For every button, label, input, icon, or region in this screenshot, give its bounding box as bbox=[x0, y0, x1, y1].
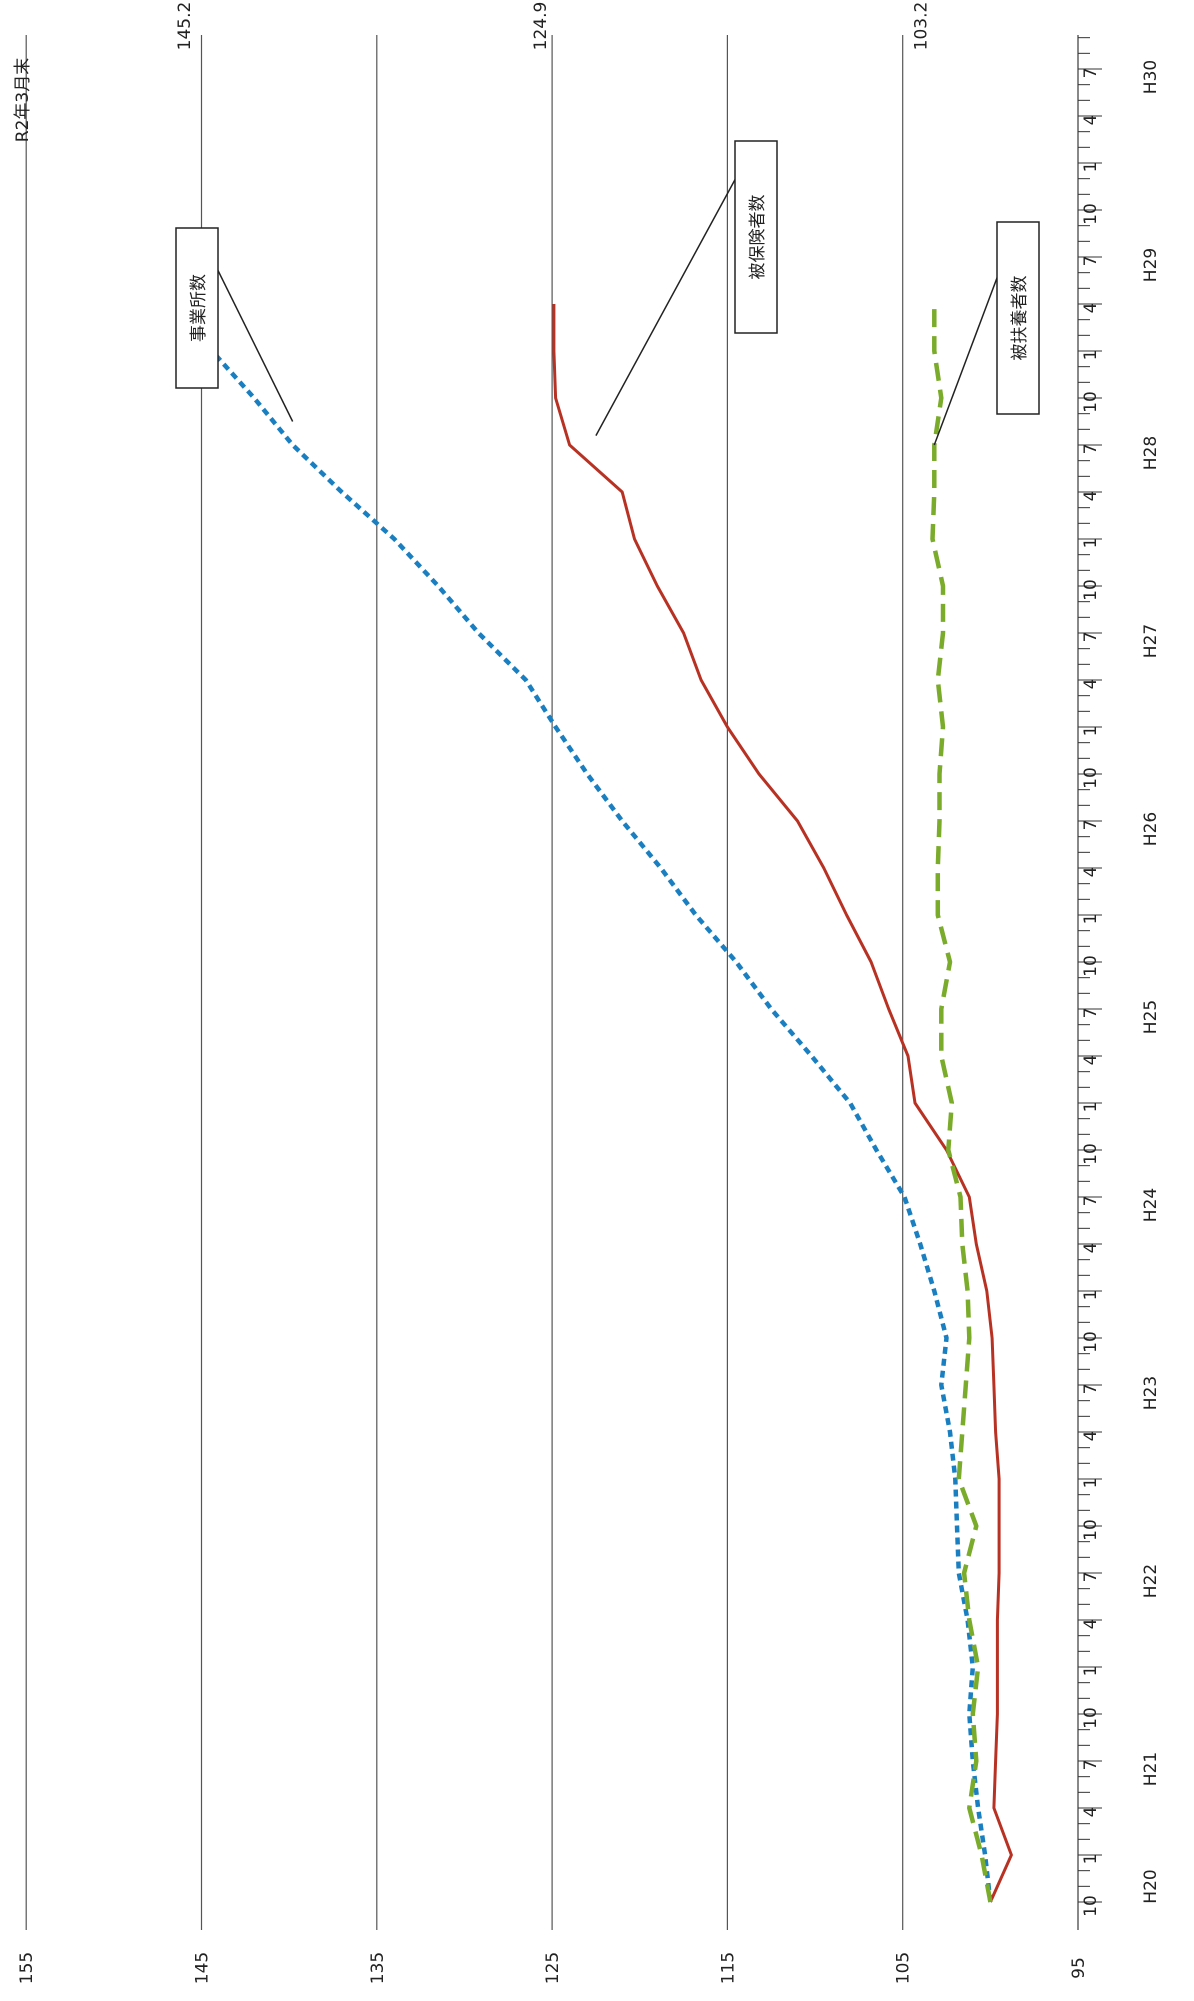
month-label: 7 bbox=[1081, 632, 1101, 643]
month-label: 7 bbox=[1081, 256, 1101, 267]
year-label: H22 bbox=[1141, 1564, 1161, 1598]
month-label: 4 bbox=[1081, 1243, 1101, 1254]
year-label: H24 bbox=[1141, 1188, 1161, 1222]
month-label: 7 bbox=[1081, 1760, 1101, 1771]
month-label: 10 bbox=[1081, 203, 1101, 225]
month-label: 1 bbox=[1081, 1478, 1101, 1489]
series-end-label: 145.2 bbox=[175, 2, 195, 51]
series-callout-label: 被保険者数 bbox=[748, 195, 768, 280]
month-label: 10 bbox=[1081, 579, 1101, 601]
value-tick-label: 105 bbox=[894, 1952, 914, 1984]
month-label: 7 bbox=[1081, 68, 1101, 79]
month-label: 1 bbox=[1081, 914, 1101, 925]
series-callout-label: 事業所数 bbox=[189, 274, 209, 342]
callout-box bbox=[996, 221, 1040, 415]
series-line bbox=[930, 304, 993, 1903]
year-label: H26 bbox=[1141, 812, 1161, 846]
month-label: 4 bbox=[1081, 867, 1101, 878]
callout-box bbox=[734, 140, 778, 334]
month-label: 10 bbox=[1081, 1895, 1101, 1917]
year-label: H28 bbox=[1141, 436, 1161, 470]
month-label: 1 bbox=[1081, 350, 1101, 361]
month-label: 10 bbox=[1081, 955, 1101, 977]
month-label: 10 bbox=[1081, 767, 1101, 789]
month-label: 4 bbox=[1081, 1055, 1101, 1066]
value-axis-labels: 95 105 115 125 135 145 155 bbox=[17, 1952, 1089, 1984]
month-label: 7 bbox=[1081, 1572, 1101, 1583]
value-tick-label: 135 bbox=[368, 1952, 388, 1984]
series-callout-label: 被扶養者数 bbox=[1010, 276, 1030, 361]
chart-title: R2年3月末 bbox=[13, 58, 33, 142]
value-tick-label: 145 bbox=[193, 1952, 213, 1984]
month-label: 1 bbox=[1081, 726, 1101, 737]
month-label: 4 bbox=[1081, 115, 1101, 126]
month-label: 10 bbox=[1081, 1519, 1101, 1541]
month-label: 7 bbox=[1081, 1384, 1101, 1395]
series-line bbox=[195, 303, 993, 1903]
value-tick-label: 115 bbox=[718, 1952, 738, 1984]
month-label: 1 bbox=[1081, 1290, 1101, 1301]
month-label: 1 bbox=[1081, 1854, 1101, 1865]
month-label: 4 bbox=[1081, 303, 1101, 314]
year-label: H23 bbox=[1141, 1376, 1161, 1410]
month-label: 1 bbox=[1081, 162, 1101, 173]
month-label: 1 bbox=[1081, 538, 1101, 549]
month-label: 10 bbox=[1081, 1707, 1101, 1729]
month-label: 10 bbox=[1081, 391, 1101, 413]
year-label: H29 bbox=[1141, 248, 1161, 282]
time-axis: 10 1 4 7 10 1 4 7 10 1 4 7 10 1 4 7 10 1 4 7 10 1 4 7 10 1 4 7 10 1 4 7… bbox=[1077, 35, 1161, 1930]
series-line bbox=[552, 304, 1013, 1903]
year-label: H25 bbox=[1141, 1000, 1161, 1034]
month-label: 4 bbox=[1081, 491, 1101, 502]
month-label: 7 bbox=[1081, 1008, 1101, 1019]
year-label: H20 bbox=[1141, 1869, 1161, 1903]
month-label: 10 bbox=[1081, 1143, 1101, 1165]
month-label: 1 bbox=[1081, 1666, 1101, 1677]
year-label: H21 bbox=[1141, 1752, 1161, 1786]
value-tick-label: 155 bbox=[17, 1952, 37, 1984]
series-end-label: 124.9 bbox=[531, 2, 551, 51]
value-tick-label: 95 bbox=[1069, 1957, 1089, 1979]
year-label: H27 bbox=[1141, 624, 1161, 658]
callout-leader bbox=[595, 140, 757, 436]
series-lines bbox=[195, 303, 1013, 1903]
callout-box bbox=[175, 227, 219, 389]
value-tick-label: 125 bbox=[543, 1952, 563, 1984]
month-label: 7 bbox=[1081, 444, 1101, 455]
year-label: H30 bbox=[1141, 60, 1161, 94]
month-label: 1 bbox=[1081, 1102, 1101, 1113]
series-end-label: 103.2 bbox=[911, 2, 931, 51]
month-label: 7 bbox=[1081, 820, 1101, 831]
month-label: 7 bbox=[1081, 1196, 1101, 1207]
month-label: 4 bbox=[1081, 1431, 1101, 1442]
month-label: 4 bbox=[1081, 1807, 1101, 1818]
month-label: 4 bbox=[1081, 1619, 1101, 1630]
month-label: 4 bbox=[1081, 679, 1101, 690]
month-label: 10 bbox=[1081, 1331, 1101, 1353]
